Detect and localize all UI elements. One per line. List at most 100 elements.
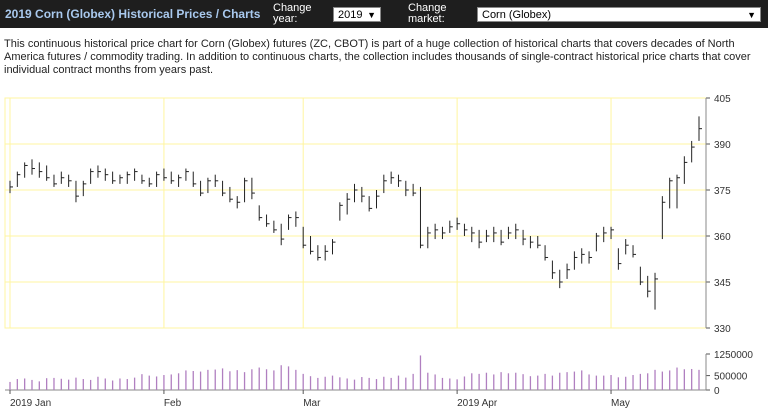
chevron-down-icon: ▼ xyxy=(367,10,376,20)
price-bar xyxy=(610,226,615,240)
price-bar xyxy=(207,177,211,194)
volume-chart: 0 500000 1250000 2019 Jan Feb Mar 2019 Apr May xyxy=(5,350,753,409)
price-bar xyxy=(412,183,417,197)
price-bar xyxy=(273,220,277,233)
volume-y-tick-label: 1250000 xyxy=(714,350,753,361)
price-bar xyxy=(97,165,101,178)
price-bar xyxy=(244,177,248,203)
price-bar xyxy=(434,223,439,240)
price-bar xyxy=(16,171,21,187)
price-bar xyxy=(214,174,219,187)
price-bar xyxy=(471,226,475,243)
price-bar xyxy=(53,174,57,187)
x-tick-label: 2019 Apr xyxy=(457,398,498,409)
price-bar xyxy=(354,183,358,203)
price-bar xyxy=(515,223,519,240)
price-bar xyxy=(317,245,321,261)
price-bar xyxy=(295,211,299,227)
market-select[interactable]: Corn (Globex) ▼ xyxy=(477,7,761,22)
price-bar xyxy=(427,226,431,249)
chevron-down-icon: ▼ xyxy=(747,10,756,20)
price-bar xyxy=(698,116,702,141)
price-bar xyxy=(405,180,409,197)
y-tick-label: 375 xyxy=(714,186,731,197)
y-tick-label: 360 xyxy=(714,232,731,243)
price-bar xyxy=(588,251,593,264)
x-tick-label: May xyxy=(611,398,630,409)
price-bar xyxy=(449,220,453,233)
price-bar xyxy=(683,156,688,184)
price-bar xyxy=(119,174,123,184)
price-bar xyxy=(156,171,160,187)
price-bar xyxy=(222,180,226,197)
price-bar xyxy=(691,140,695,163)
price-bar xyxy=(104,168,109,181)
price-bar xyxy=(507,226,512,240)
price-bar xyxy=(544,245,549,261)
price-bar xyxy=(375,190,380,209)
header-bar: 2019 Corn (Globex) Historical Prices / C… xyxy=(0,0,768,28)
price-bar xyxy=(324,245,329,261)
market-select-value: Corn (Globex) xyxy=(482,9,552,21)
price-bar xyxy=(654,272,659,310)
price-bar xyxy=(200,180,204,197)
price-bar xyxy=(603,226,607,243)
price-bar xyxy=(346,193,351,215)
price-bar xyxy=(529,236,534,249)
price-bar xyxy=(236,196,241,209)
change-year-label: Change year: xyxy=(273,2,312,25)
price-bar xyxy=(559,269,563,289)
price-bar xyxy=(185,168,189,181)
volume-y-tick-label: 500000 xyxy=(714,372,748,383)
year-select-value: 2019 xyxy=(338,9,363,21)
y-tick-label: 345 xyxy=(714,278,731,289)
price-bar xyxy=(288,214,292,230)
price-bar xyxy=(500,229,505,246)
price-bar xyxy=(192,171,197,187)
price-bar xyxy=(134,168,138,181)
price-bar xyxy=(339,202,343,221)
price-bar xyxy=(112,171,116,184)
price-bar xyxy=(46,165,50,181)
price-bar xyxy=(383,174,387,194)
price-bar xyxy=(31,159,35,175)
price-bar xyxy=(75,180,79,203)
price-bar xyxy=(661,196,666,240)
price-bar xyxy=(478,229,483,249)
price-bar xyxy=(368,196,373,212)
price-bar xyxy=(617,248,622,270)
x-tick-label: Mar xyxy=(303,398,321,409)
price-bar xyxy=(82,180,87,197)
page-title: 2019 Corn (Globex) Historical Prices / C… xyxy=(5,7,261,21)
price-chart: 330 345 360 375 390 405 xyxy=(4,94,731,335)
price-bar xyxy=(280,223,285,246)
price-bar xyxy=(390,171,395,184)
price-bar xyxy=(302,226,307,249)
price-bar xyxy=(170,171,175,184)
price-bar xyxy=(266,214,270,227)
year-select[interactable]: 2019 ▼ xyxy=(333,7,381,22)
price-bar xyxy=(522,229,527,246)
price-bar xyxy=(493,226,497,243)
price-bar xyxy=(537,236,541,249)
price-bar xyxy=(251,177,255,200)
price-bar xyxy=(566,263,571,279)
x-tick-label: Feb xyxy=(164,398,182,409)
price-bar xyxy=(148,177,153,187)
y-tick-label: 390 xyxy=(714,140,731,151)
price-bar xyxy=(397,174,402,187)
price-bar xyxy=(163,168,167,181)
price-bar xyxy=(9,180,13,194)
price-bar xyxy=(632,245,637,258)
price-bar xyxy=(647,275,651,298)
price-bar xyxy=(68,174,72,187)
price-bar xyxy=(310,236,314,255)
price-bar xyxy=(419,186,424,249)
change-market-label: Change market: xyxy=(408,2,447,25)
price-bar xyxy=(581,248,585,264)
price-bar xyxy=(639,266,644,286)
y-tick-label: 405 xyxy=(714,94,731,105)
x-tick-label: 2019 Jan xyxy=(10,398,51,409)
price-bar xyxy=(361,186,365,203)
price-bar xyxy=(676,174,681,209)
